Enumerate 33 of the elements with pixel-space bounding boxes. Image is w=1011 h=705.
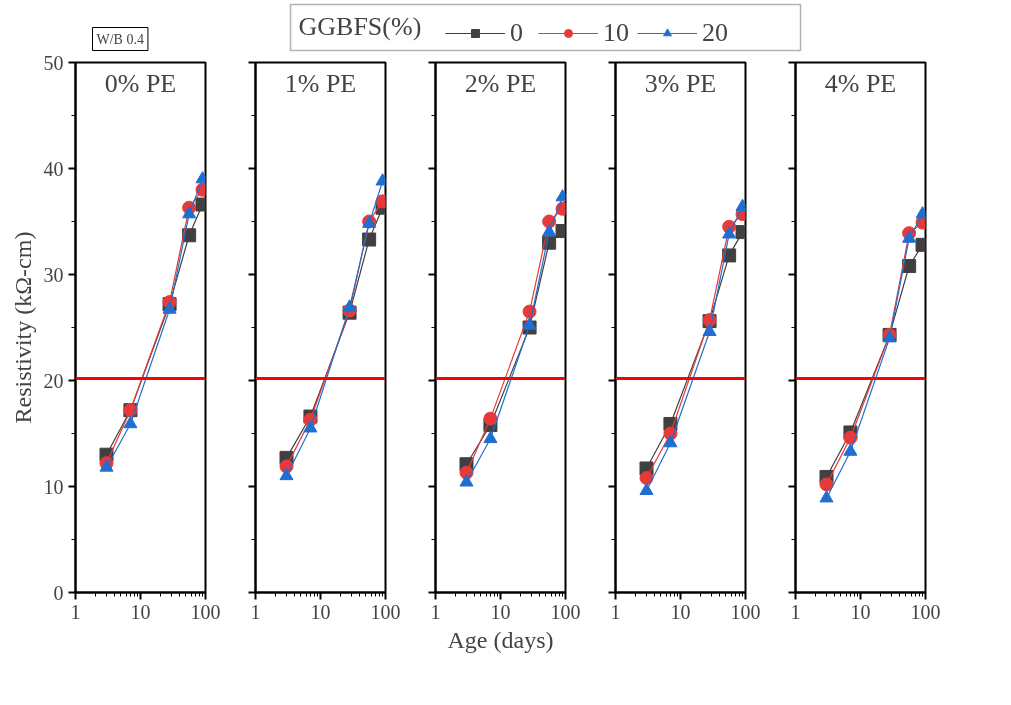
text: W/B 0.4 bbox=[96, 31, 144, 47]
legend-title: GGBFS(%) bbox=[298, 11, 422, 41]
x-tick-label: 1 bbox=[250, 600, 261, 623]
x-tick-label: 100 bbox=[910, 600, 941, 623]
x-tick-label: 10 bbox=[490, 600, 511, 623]
y-tick-label: 10 bbox=[43, 475, 64, 498]
y-tick-label: 20 bbox=[43, 369, 64, 392]
annotation: 3% PE bbox=[644, 68, 717, 98]
x-tick-label: 10 bbox=[310, 600, 331, 623]
annotation: 4% PE bbox=[824, 68, 897, 98]
x-tick-label: 1 bbox=[430, 600, 441, 623]
x-tick-label: 100 bbox=[190, 600, 221, 623]
annotation: 2% PE bbox=[464, 68, 537, 98]
annotation: 0% PE bbox=[104, 68, 177, 98]
y-tick-label: 50 bbox=[43, 51, 64, 74]
y-tick-label: 30 bbox=[43, 263, 64, 286]
x-axis-title: Age (days) bbox=[447, 626, 554, 653]
legend-label: 20 bbox=[702, 18, 728, 48]
x-tick-label: 1 bbox=[790, 600, 801, 623]
x-tick-label: 1 bbox=[70, 600, 81, 623]
x-tick-label: 100 bbox=[730, 600, 761, 623]
annotation: 1% PE bbox=[284, 68, 357, 98]
x-tick-label: 100 bbox=[370, 600, 401, 623]
legend-label: 10 bbox=[603, 18, 629, 48]
x-tick-label: 1 bbox=[610, 600, 621, 623]
legend-label: 0 bbox=[510, 18, 524, 48]
x-tick-label: 10 bbox=[850, 600, 871, 623]
x-tick-label: 10 bbox=[130, 600, 151, 623]
y-axis-title: Resistivity (kΩ-cm) bbox=[9, 231, 36, 424]
x-tick-label: 10 bbox=[670, 600, 691, 623]
y-tick-label: 0 bbox=[53, 581, 64, 604]
x-tick-label: 100 bbox=[550, 600, 581, 623]
y-tick-label: 40 bbox=[43, 157, 64, 180]
